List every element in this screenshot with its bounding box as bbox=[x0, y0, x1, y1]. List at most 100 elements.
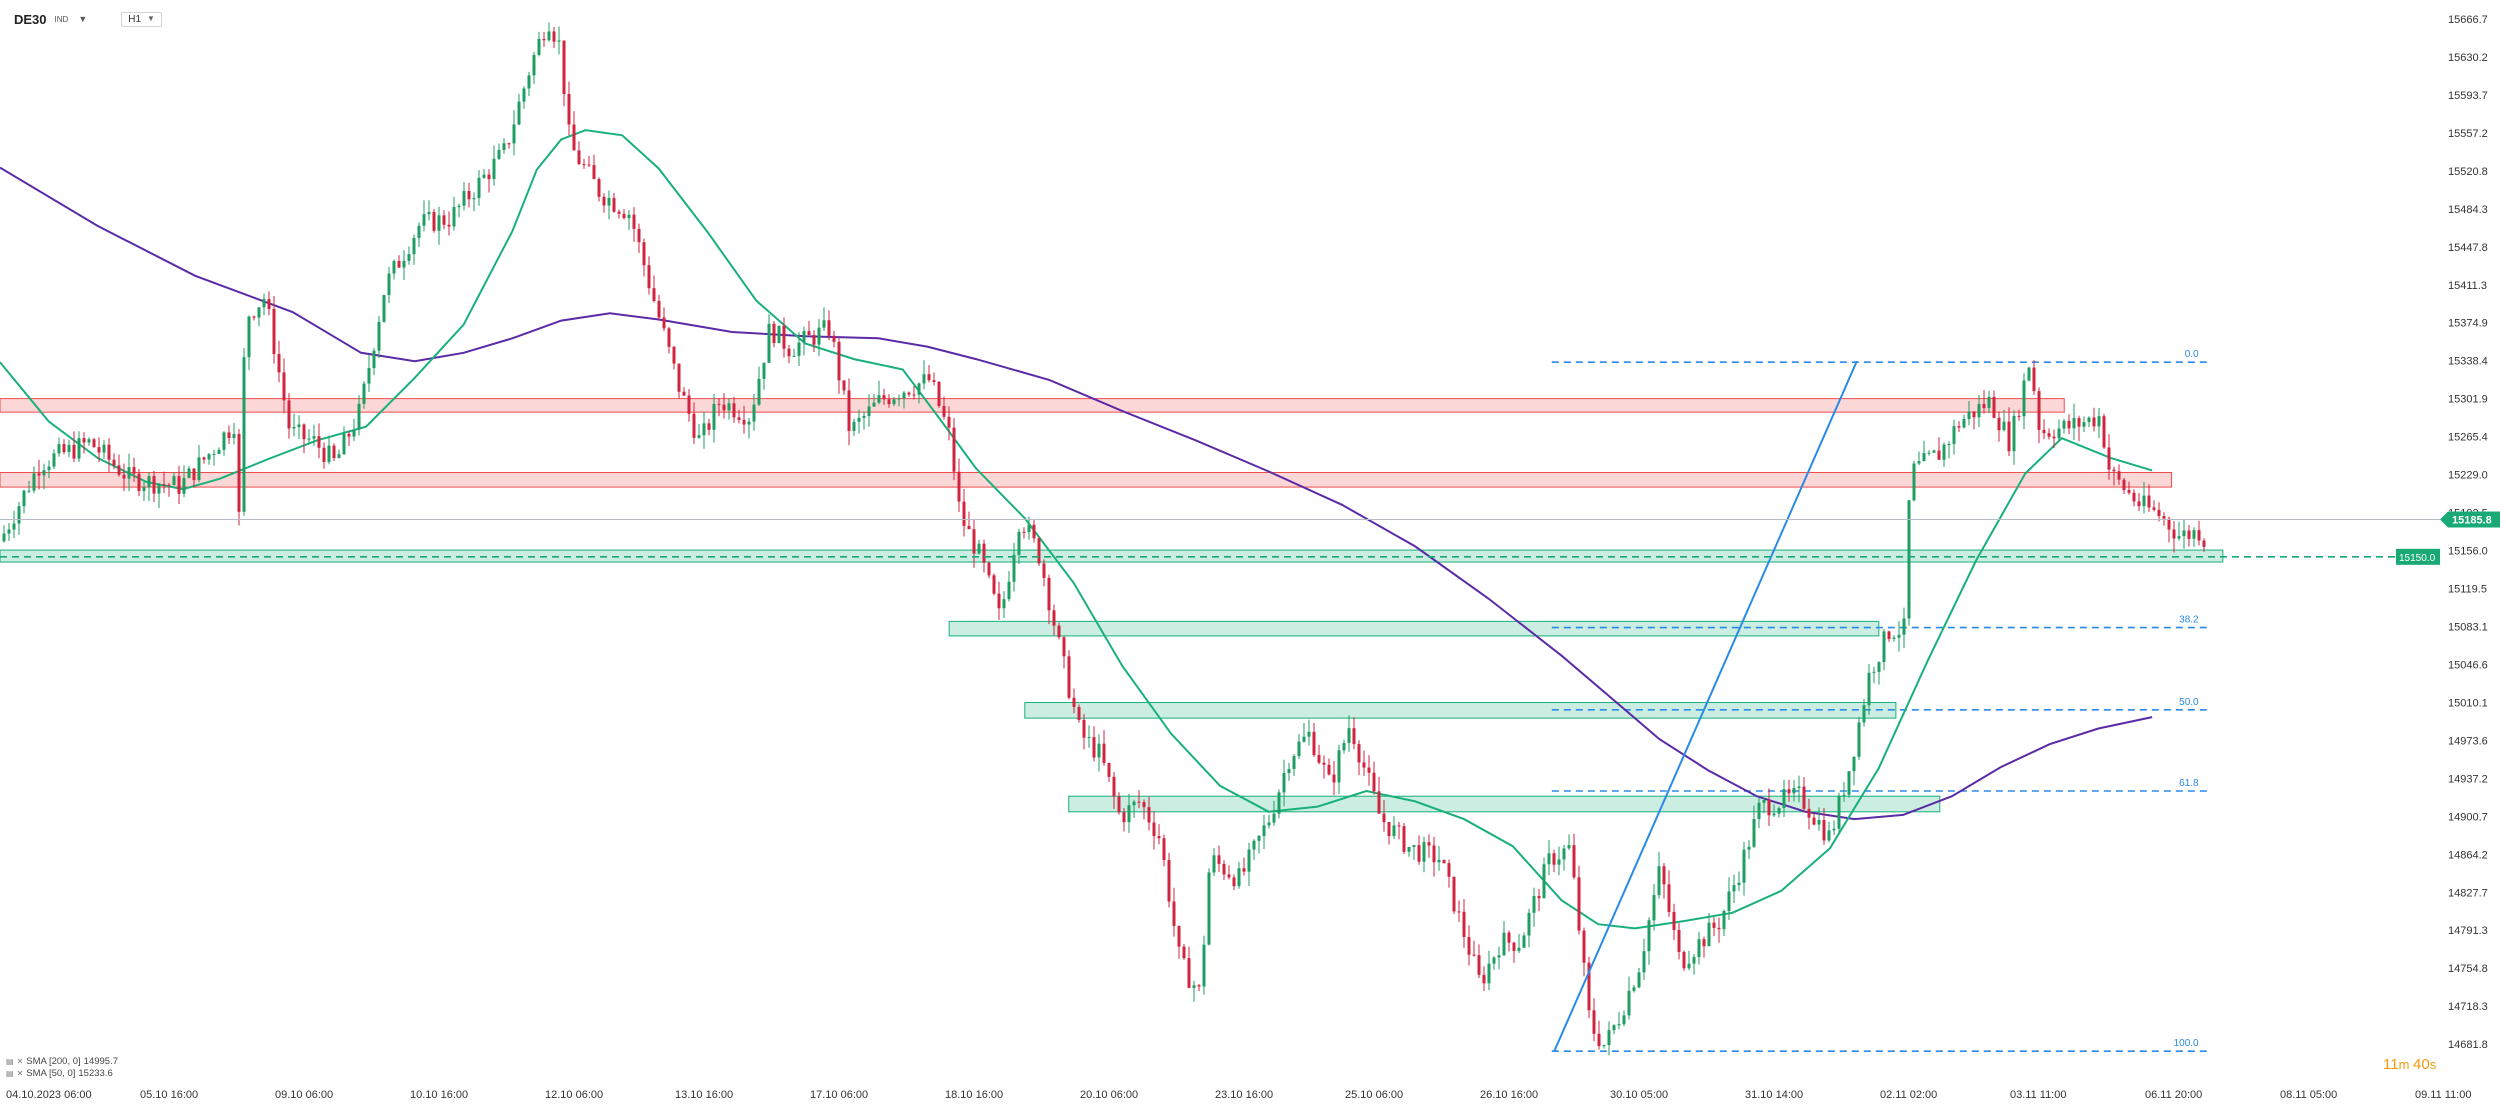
candle-body[interactable] bbox=[1257, 835, 1261, 841]
candle-body[interactable] bbox=[327, 445, 331, 462]
candle-body[interactable] bbox=[1752, 819, 1756, 847]
candle-body[interactable] bbox=[2187, 530, 2191, 539]
candle-body[interactable] bbox=[1557, 859, 1561, 865]
support-zone[interactable] bbox=[948, 620, 1880, 637]
candle-body[interactable] bbox=[1637, 972, 1641, 988]
candle-body[interactable] bbox=[702, 423, 706, 436]
candle-body[interactable] bbox=[297, 424, 301, 428]
candle-body[interactable] bbox=[2077, 418, 2081, 427]
candle-body[interactable] bbox=[1432, 845, 1436, 863]
candle-body[interactable] bbox=[432, 211, 436, 231]
candle-body[interactable] bbox=[1157, 836, 1161, 839]
candle-body[interactable] bbox=[1577, 877, 1581, 931]
candle-body[interactable] bbox=[1762, 799, 1766, 803]
candle-body[interactable] bbox=[262, 299, 266, 308]
candle-body[interactable] bbox=[302, 424, 306, 440]
candle-body[interactable] bbox=[417, 225, 421, 239]
candle-body[interactable] bbox=[637, 228, 641, 243]
candle-body[interactable] bbox=[1322, 762, 1326, 765]
candle-body[interactable] bbox=[437, 215, 441, 231]
candle-body[interactable] bbox=[17, 506, 21, 524]
candle-body[interactable] bbox=[1127, 805, 1131, 823]
candle-body[interactable] bbox=[342, 433, 346, 455]
candle-body[interactable] bbox=[167, 484, 171, 486]
candle-body[interactable] bbox=[1987, 396, 1991, 409]
candle-body[interactable] bbox=[1787, 789, 1791, 794]
candle-body[interactable] bbox=[1182, 946, 1186, 959]
candle-body[interactable] bbox=[567, 94, 571, 125]
candle-body[interactable] bbox=[1777, 808, 1781, 814]
candle-body[interactable] bbox=[1117, 796, 1121, 813]
candle-body[interactable] bbox=[1707, 922, 1711, 947]
candle-body[interactable] bbox=[1562, 848, 1566, 860]
candle-body[interactable] bbox=[247, 316, 251, 358]
candle-body[interactable] bbox=[322, 447, 326, 462]
candle-body[interactable] bbox=[1442, 859, 1446, 864]
candle-body[interactable] bbox=[1212, 855, 1216, 873]
candle-body[interactable] bbox=[527, 75, 531, 89]
candle-body[interactable] bbox=[812, 334, 816, 345]
candle-body[interactable] bbox=[1587, 962, 1591, 1011]
candle-body[interactable] bbox=[1247, 849, 1251, 872]
candle-body[interactable] bbox=[32, 473, 36, 491]
candle-body[interactable] bbox=[1497, 955, 1501, 958]
candle-body[interactable] bbox=[1757, 802, 1761, 820]
candle-body[interactable] bbox=[557, 40, 561, 42]
candle-body[interactable] bbox=[1242, 868, 1246, 872]
candle-body[interactable] bbox=[2147, 495, 2151, 508]
candle-body[interactable] bbox=[1547, 853, 1551, 865]
candle-body[interactable] bbox=[147, 476, 151, 488]
candle-body[interactable] bbox=[2182, 530, 2186, 537]
candle-body[interactable] bbox=[1422, 842, 1426, 862]
candle-body[interactable] bbox=[982, 543, 986, 563]
candle-body[interactable] bbox=[612, 198, 616, 212]
candle-body[interactable] bbox=[407, 254, 411, 261]
candle-body[interactable] bbox=[2022, 380, 2026, 417]
candle-body[interactable] bbox=[267, 299, 271, 309]
candle-body[interactable] bbox=[92, 439, 96, 448]
candle-body[interactable] bbox=[1397, 825, 1401, 827]
trend-line[interactable] bbox=[1553, 360, 1858, 1052]
candle-body[interactable] bbox=[1222, 863, 1226, 875]
candle-body[interactable] bbox=[1507, 932, 1511, 943]
candle-body[interactable] bbox=[177, 476, 181, 494]
candle-body[interactable] bbox=[1227, 874, 1231, 878]
candle-body[interactable] bbox=[2027, 367, 2031, 381]
candle-body[interactable] bbox=[62, 444, 66, 453]
candle-body[interactable] bbox=[1177, 925, 1181, 947]
candle-body[interactable] bbox=[2002, 421, 2006, 431]
candle-body[interactable] bbox=[1882, 631, 1886, 663]
candle-body[interactable] bbox=[712, 403, 716, 430]
candle-body[interactable] bbox=[1972, 411, 1976, 418]
candle-body[interactable] bbox=[1667, 884, 1671, 912]
candle-body[interactable] bbox=[1267, 822, 1271, 826]
candle-body[interactable] bbox=[1022, 531, 1026, 533]
candle-body[interactable] bbox=[2177, 536, 2181, 539]
candle-body[interactable] bbox=[1102, 743, 1106, 764]
candle-body[interactable] bbox=[162, 484, 166, 486]
candle-body[interactable] bbox=[882, 395, 886, 400]
candle-body[interactable] bbox=[1187, 958, 1191, 988]
candle-body[interactable] bbox=[372, 350, 376, 369]
candle-body[interactable] bbox=[692, 413, 696, 438]
candle-body[interactable] bbox=[792, 355, 796, 357]
candle-body[interactable] bbox=[127, 467, 131, 479]
candle-body[interactable] bbox=[1702, 939, 1706, 947]
candle-body[interactable] bbox=[582, 164, 586, 166]
candle-body[interactable] bbox=[672, 346, 676, 364]
candle-body[interactable] bbox=[972, 529, 976, 554]
candle-body[interactable] bbox=[377, 321, 381, 351]
candle-body[interactable] bbox=[1472, 954, 1476, 956]
candle-body[interactable] bbox=[1902, 618, 1906, 635]
resistance-zone[interactable] bbox=[0, 398, 2065, 413]
candle-body[interactable] bbox=[2197, 530, 2201, 541]
candle-body[interactable] bbox=[1337, 750, 1341, 783]
candle-body[interactable] bbox=[1682, 951, 1686, 969]
candle-body[interactable] bbox=[1332, 774, 1336, 783]
candle-body[interactable] bbox=[232, 434, 236, 438]
candle-body[interactable] bbox=[182, 477, 186, 494]
candle-body[interactable] bbox=[2, 533, 6, 542]
candle-body[interactable] bbox=[522, 88, 526, 102]
candle-body[interactable] bbox=[1722, 911, 1726, 930]
